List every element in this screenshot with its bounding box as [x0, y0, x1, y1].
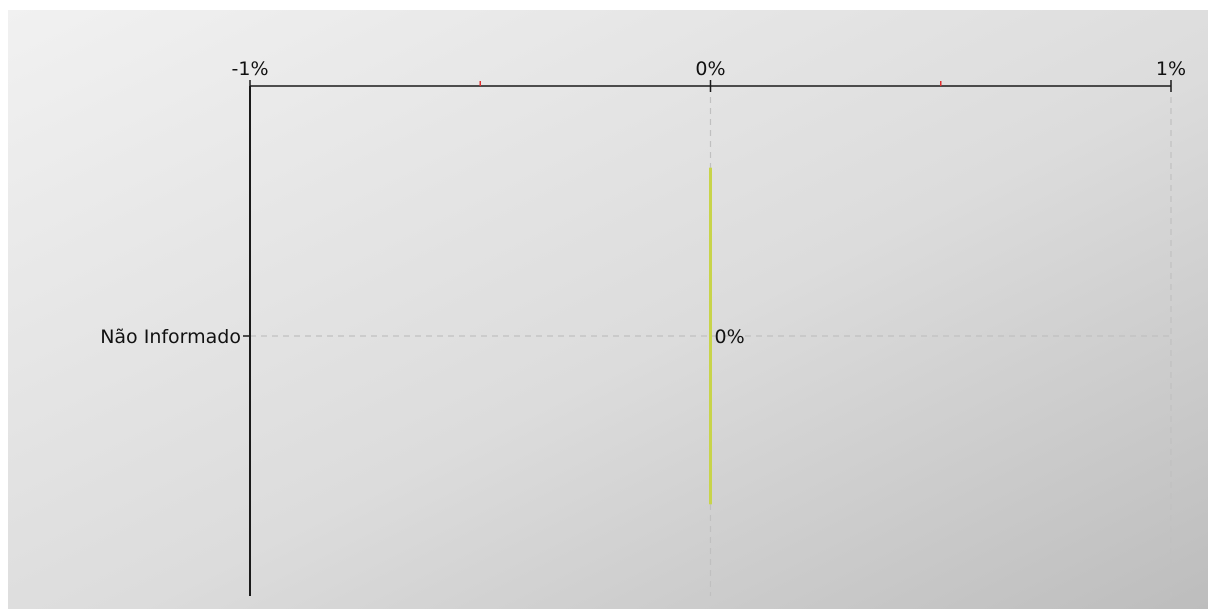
bar	[709, 167, 712, 505]
labels: 0% -1% 0% 1% Não Informado	[100, 58, 1186, 348]
x-tick-label: 0%	[695, 58, 725, 80]
bar-data-label: 0%	[715, 326, 745, 348]
bars	[709, 167, 712, 505]
x-tick-label: -1%	[232, 58, 269, 80]
axes	[243, 80, 1172, 596]
y-category-label: Não Informado	[100, 326, 241, 348]
chart-background	[8, 10, 1208, 609]
x-tick-label: 1%	[1156, 58, 1186, 80]
